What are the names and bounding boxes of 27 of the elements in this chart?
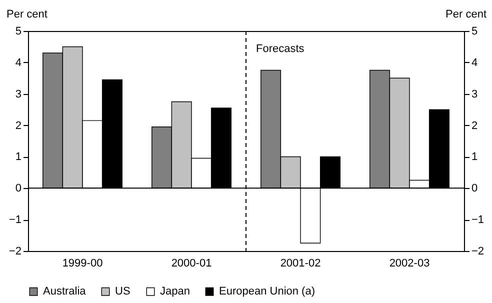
y2-tick-label: 3	[472, 88, 478, 100]
y2-tick-label: −1	[472, 214, 484, 226]
y-tick-label: 1	[15, 151, 22, 164]
legend-label: Japan	[160, 286, 190, 298]
y-tick-label: 2	[15, 120, 22, 132]
legend-label: European Union (a)	[219, 286, 316, 298]
x-tick-label: 2000-01	[171, 258, 212, 270]
y2-tick-label: 4	[472, 56, 478, 69]
y-tick-label: 4	[15, 56, 22, 69]
x-tick-label: 1999-00	[62, 258, 103, 270]
annotation: Forecasts	[256, 43, 305, 55]
y-axis-title: Per cent	[6, 8, 48, 20]
y2-axis-title: Per cent	[446, 8, 486, 20]
x-tick-label: 2002-03	[389, 258, 430, 270]
y-tick-label: 5	[15, 26, 22, 38]
legend-label: Australia	[43, 286, 87, 298]
y2-tick-label: 5	[472, 26, 478, 38]
y-tick-label: −1	[8, 214, 22, 226]
legend-label: US	[115, 286, 130, 298]
x-tick-label: 2001-02	[280, 258, 321, 270]
y2-tick-label: 2	[472, 120, 478, 132]
y-tick-label: 0	[15, 182, 22, 195]
y2-tick-label: 1	[472, 151, 478, 164]
y-tick-label: −2	[8, 246, 22, 258]
y-tick-label: 3	[15, 88, 22, 100]
y2-tick-label: 0	[472, 182, 478, 195]
y2-tick-label: −2	[472, 246, 484, 258]
